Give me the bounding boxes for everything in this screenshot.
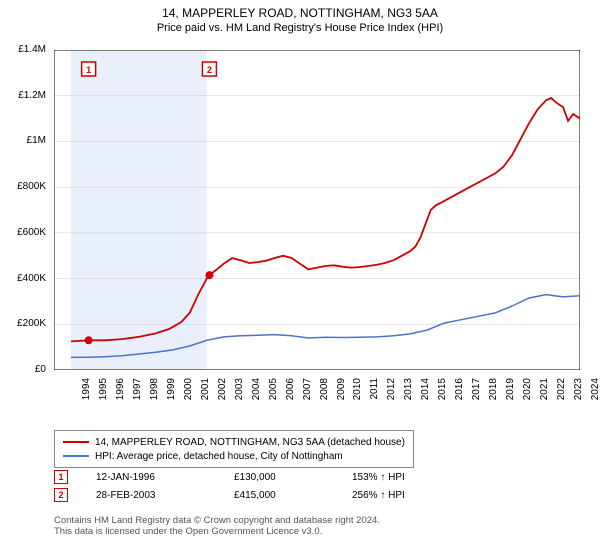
legend-label-2: HPI: Average price, detached house, City… <box>95 451 343 462</box>
svg-text:1: 1 <box>86 65 91 75</box>
legend: 14, MAPPERLEY ROAD, NOTTINGHAM, NG3 5AA … <box>54 430 414 468</box>
chart-plot: 12 <box>54 50 580 370</box>
legend-label-1: 14, MAPPERLEY ROAD, NOTTINGHAM, NG3 5AA … <box>95 437 405 448</box>
sale-row: 228-FEB-2003£415,000256% ↑ HPI <box>54 486 405 504</box>
sale-row: 112-JAN-1996£130,000153% ↑ HPI <box>54 468 405 486</box>
legend-swatch-2 <box>63 455 89 457</box>
chart-title: 14, MAPPERLEY ROAD, NOTTINGHAM, NG3 5AA <box>0 6 600 20</box>
chart-subtitle: Price paid vs. HM Land Registry's House … <box>0 22 600 34</box>
footer-note: Contains HM Land Registry data © Crown c… <box>54 515 380 537</box>
sales-table: 112-JAN-1996£130,000153% ↑ HPI228-FEB-20… <box>54 468 405 504</box>
legend-swatch-1 <box>63 441 89 443</box>
svg-text:2: 2 <box>207 65 212 75</box>
sale-marker-box: 2 <box>54 488 68 502</box>
sale-marker-box: 1 <box>54 470 68 484</box>
